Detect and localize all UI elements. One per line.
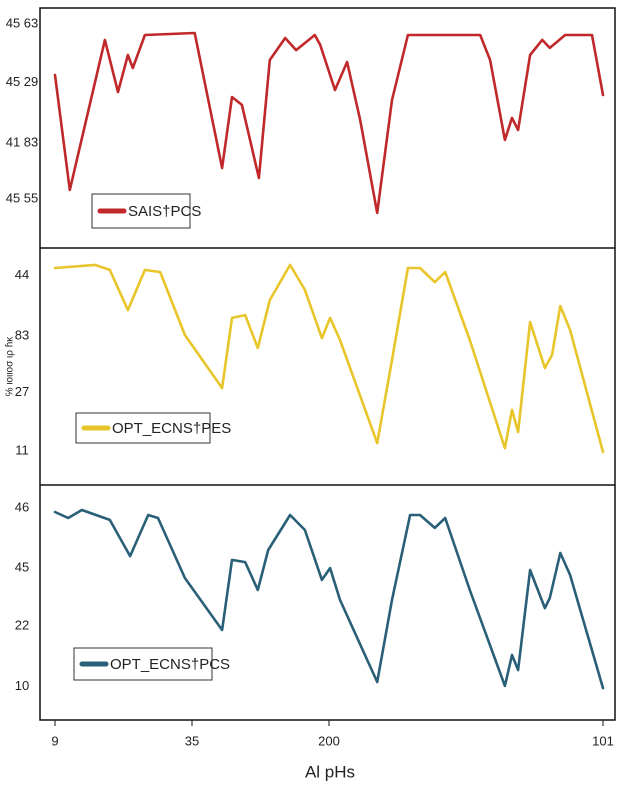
line-series [53,263,605,454]
x-tick-label: 101 [592,733,614,748]
y-tick-label: 45 63 [6,16,39,31]
legend-label: OPT_ECNS†PCS [110,656,230,673]
line-series [53,508,605,690]
y-axis-label: ℅ ιοιιοσ ιρ ɦκ [5,336,16,397]
y-tick-label: 41 83 [6,134,39,149]
y-tick-label: 27 [15,384,29,399]
frame [39,7,616,721]
legend-label: SAIS†PCS [128,203,201,220]
y-tick-label: 83 [15,328,29,343]
x-tick-label: 35 [185,733,199,748]
y-tick-label: 10 [15,678,29,693]
y-tick-label: 11 [15,443,29,458]
y-tick-label: 46 [15,499,29,514]
x-tick-label: 200 [318,733,340,748]
legend-label: OPT_ECNS†PES [112,420,231,437]
y-tick-label: 45 55 [6,191,39,206]
y-tick-label: 45 [15,560,29,575]
y-tick-label: 22 [15,618,29,633]
line-series [53,31,605,215]
x-tick-label: 9 [51,733,58,748]
y-tick-label: 44 [15,267,29,282]
x-axis-label: Al pHs [305,762,355,781]
y-tick-label: 45 29 [6,74,39,89]
